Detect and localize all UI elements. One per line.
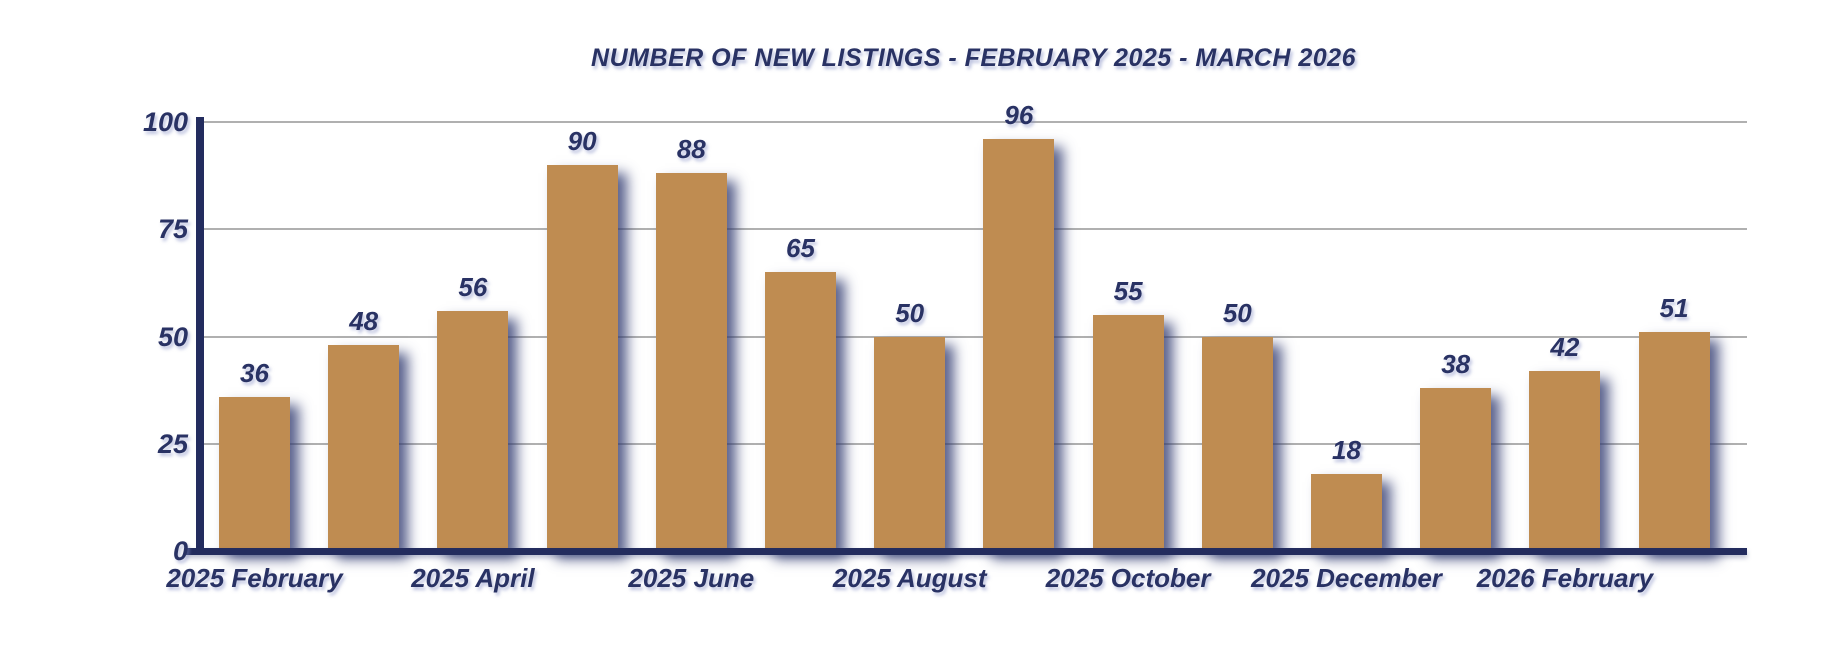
x-tick-label: 2026 February (1476, 563, 1654, 593)
bar (1092, 315, 1164, 551)
x-axis-line (185, 548, 1747, 555)
y-tick-label: 0 (172, 536, 188, 566)
bar (655, 173, 727, 551)
bar-value-label: 42 (1550, 331, 1580, 362)
x-tick-label: 2025 August (832, 563, 987, 593)
gridline-75 (200, 228, 1747, 231)
bar (874, 336, 946, 551)
bar-value-label: 36 (240, 357, 269, 388)
bar-value-label: 65 (786, 233, 815, 264)
chart-title: NUMBER OF NEW LISTINGS - FEBRUARY 2025 -… (591, 44, 1356, 72)
bar-value-label: 88 (676, 134, 706, 165)
bar-value-label: 50 (895, 297, 925, 328)
bar (1420, 387, 1492, 551)
bar-value-label: 51 (1659, 293, 1689, 324)
y-axis-line (196, 117, 204, 555)
bar-value-label: 55 (1113, 276, 1143, 307)
y-tick-label: 100 (142, 107, 188, 137)
bar-value-label: 56 (458, 271, 488, 302)
bar (983, 139, 1055, 551)
bar (1529, 370, 1601, 551)
y-tick-label: 25 (157, 428, 188, 459)
gridline-25 (200, 442, 1747, 445)
plot-area: 36 48 56 90 88 65 50 96 55 50 18 38 42 51 (200, 100, 1747, 551)
bar (765, 272, 836, 551)
bar (437, 310, 509, 551)
x-tick-label: 2025 April (411, 563, 535, 593)
gridline-50 (200, 335, 1747, 338)
bar-value-label: 38 (1441, 348, 1471, 379)
x-tick-label: 2025 December (1251, 563, 1442, 593)
x-tick-label: 2025 June (628, 563, 755, 593)
y-tick-label: 50 (157, 321, 188, 352)
bar-value-label: 90 (567, 125, 597, 156)
bar-value-label: 18 (1332, 434, 1361, 465)
bar-value-label: 48 (349, 306, 379, 337)
bar (1311, 473, 1382, 551)
gridline-100 (200, 121, 1747, 123)
bar-value-label: 50 (1222, 297, 1252, 328)
bar (1638, 332, 1710, 551)
bar (1201, 336, 1273, 551)
x-tick-label: 2025 February (166, 563, 343, 593)
x-tick-label: 2025 October (1045, 563, 1211, 593)
bar (546, 164, 618, 551)
bar (219, 396, 290, 551)
y-tick-label: 75 (157, 214, 188, 245)
bar-value-label: 96 (1004, 100, 1034, 131)
bar (328, 345, 400, 551)
